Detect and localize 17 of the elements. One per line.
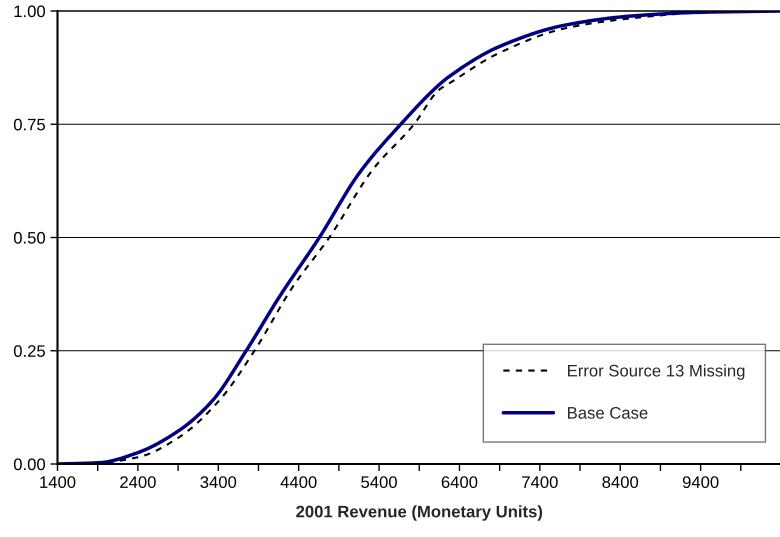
legend-label: Base Case (568, 406, 648, 419)
y-tick-label: 0.00 (14, 458, 46, 470)
x-tick-label: 3400 (200, 476, 236, 488)
y-tick-label: 0.75 (14, 118, 45, 130)
x-axis-title: 2001 Revenue (Monetary Units) (296, 505, 542, 521)
x-tick-label: 1400 (40, 476, 76, 488)
x-tick-label: 5400 (361, 476, 397, 488)
x-tick-label: 4400 (280, 476, 317, 488)
x-tick-label: 6400 (442, 476, 478, 488)
x-tick-label: 9400 (682, 476, 718, 488)
legend-label: Error Source 13 Missing (568, 364, 744, 380)
y-tick-label: 0.50 (14, 232, 46, 244)
x-tick-label: 7400 (522, 476, 558, 488)
x-tick-label: 2400 (120, 476, 156, 488)
y-tick-label: 1.00 (14, 5, 46, 18)
y-tick-label: 0.25 (14, 345, 45, 357)
x-tick-label: 8400 (602, 476, 638, 488)
